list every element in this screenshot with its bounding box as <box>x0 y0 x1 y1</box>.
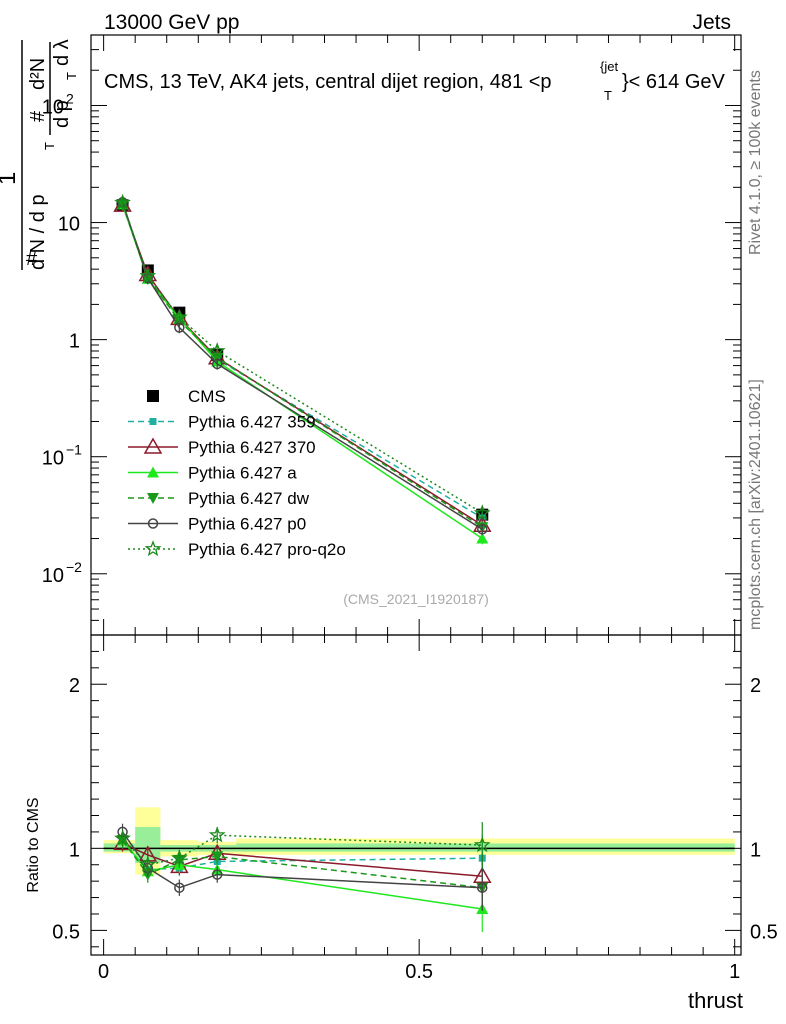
ratio-point-pq2o-3 <box>208 826 226 843</box>
header-right: Jets <box>692 11 731 34</box>
point-pq2o-0 <box>114 193 131 210</box>
point-pq2o-1 <box>139 267 157 284</box>
point-pq2o-2 <box>171 308 188 325</box>
legend-marker-p370 <box>143 437 163 454</box>
ylabel-dlambda: d λ <box>51 39 73 66</box>
title-sub: T <box>604 88 612 103</box>
point-pa-4 <box>476 532 489 544</box>
ratio-y-label-right-0: 0.5 <box>750 921 778 943</box>
legend-entry-pdw: Pythia 6.427 dw <box>128 489 310 508</box>
legend-label-pa: Pythia 6.427 a <box>188 464 297 483</box>
y-tick-label-0: 10 <box>42 565 64 587</box>
series-pp0 <box>117 196 488 536</box>
legend-marker-pdw <box>147 493 159 504</box>
series-line-pp0 <box>121 202 483 530</box>
legend: CMS Pythia 6.427 359 Pythia 6.427 370 Pythi… <box>128 387 346 559</box>
ratio-line-pdw <box>121 839 483 889</box>
y-tick-label-4: 10 <box>42 96 64 118</box>
ratio-point-pq2o-2 <box>170 849 188 866</box>
legend-marker-pa <box>147 466 159 478</box>
ratio-point-pp0-3 <box>211 869 223 880</box>
ratio-point-pq2o-1 <box>139 855 157 872</box>
ratio-y-label-left-2: 2 <box>69 675 80 697</box>
lower-axis-ticks: 0.5 0.5 1 1 2 2 0 0.5 1 <box>52 635 778 983</box>
lower-frame <box>90 634 742 956</box>
mcplots-label: mcplots.cern.ch [arXiv:2401.10621] <box>747 379 764 630</box>
ratio-y-label-right-1: 1 <box>750 839 761 861</box>
legend-entry-p359: Pythia 6.427 359 <box>128 413 316 432</box>
ratio-y-label-left-1: 1 <box>69 839 80 861</box>
series-p359 <box>119 198 486 524</box>
ratio-series-pq2o <box>114 822 491 873</box>
band-green-0 <box>103 843 136 852</box>
title-sup: {jet <box>600 59 618 74</box>
ratio-point-pq2o-0 <box>114 829 131 846</box>
series-p370 <box>113 195 492 532</box>
ratio-y-label-left-0: 0.5 <box>52 921 80 943</box>
y-tick-exp-0: −2 <box>66 559 82 575</box>
x-tick-label-1: 0.5 <box>405 961 433 983</box>
ratio-point-pq2o-4 <box>473 836 491 853</box>
series-line-pdw <box>121 203 483 528</box>
ylabel-one: 1 <box>0 172 21 185</box>
legend-label-p359: Pythia 6.427 359 <box>188 413 316 432</box>
legend-entry-p370: Pythia 6.427 370 <box>128 437 316 457</box>
y-tick-label-3: 10 <box>58 214 80 236</box>
y-tick-label-2: 1 <box>69 331 80 353</box>
upper-y-axis-title: # 1 d N / d p T # d²N d p T d λ <box>0 39 79 270</box>
legend-marker-pp0 <box>147 518 159 529</box>
legend-marker-p359 <box>149 418 157 425</box>
y-tick-label-1: 10 <box>42 448 64 470</box>
legend-marker-pq2o <box>144 540 162 557</box>
y-tick-exp-1: −1 <box>66 442 82 458</box>
plot-title: CMS, 13 TeV, AK4 jets, central dijet reg… <box>104 59 726 103</box>
x-axis-title: thrust <box>688 988 743 1013</box>
header-left: 13000 GeV pp <box>104 11 239 34</box>
legend-label-cms: CMS <box>188 387 226 406</box>
series-line-pq2o <box>121 202 483 514</box>
series-line-p359 <box>121 204 483 519</box>
title-end: }< 614 GeV <box>622 71 726 93</box>
ratio-point-pdw-3 <box>211 851 224 863</box>
legend-entry-pp0: Pythia 6.427 p0 <box>128 515 306 534</box>
legend-entry-pa: Pythia 6.427 a <box>128 464 297 483</box>
legend-label-p370: Pythia 6.427 370 <box>188 438 316 457</box>
point-pq2o-3 <box>208 342 226 359</box>
ylabel-den-left: d N / d p <box>27 194 49 270</box>
ylabel-hash-1: # <box>26 248 38 270</box>
legend-label-pq2o: Pythia 6.427 pro-q2o <box>188 540 346 559</box>
ylabel-num: d²N <box>27 58 49 90</box>
upper-series <box>113 193 492 545</box>
ratio-line-pq2o <box>122 834 483 866</box>
ylabel-den-right: d p <box>51 100 73 128</box>
ratio-point-pp0-2 <box>174 882 185 893</box>
series-pq2o <box>114 193 491 521</box>
legend-marker-cms <box>147 390 159 402</box>
rivet-label: Rivet 4.1.0, ≥ 100k events <box>747 70 764 255</box>
point-pq2o-4 <box>473 504 491 521</box>
ratio-point-pp0-4 <box>477 882 488 893</box>
y-tick-exp-4: 2 <box>66 90 74 106</box>
legend-label-pp0: Pythia 6.427 p0 <box>188 515 306 534</box>
point-pp0-4 <box>477 524 488 535</box>
ratio-y-label-right-2: 2 <box>750 675 761 697</box>
legend-entry-pq2o: Pythia 6.427 pro-q2o <box>128 540 346 559</box>
ratio-series <box>113 822 492 933</box>
x-tick-label-0: 0 <box>98 961 109 983</box>
ylabel-t-2: T <box>64 72 79 80</box>
legend-label-pdw: Pythia 6.427 dw <box>188 489 310 508</box>
legend-entry-cms: CMS <box>147 387 226 406</box>
title-main: CMS, 13 TeV, AK4 jets, central dijet reg… <box>104 71 552 93</box>
ylabel-t-1: T <box>42 142 57 150</box>
ratio-uncertainty-bands <box>103 807 735 875</box>
series-line-p370 <box>121 204 483 526</box>
x-tick-label-2: 1 <box>729 961 740 983</box>
series-pdw <box>116 198 489 534</box>
analysis-watermark: (CMS_2021_I1920187) <box>343 591 489 607</box>
point-pp0-3 <box>211 358 223 370</box>
ylabel-hash-2: # <box>27 110 49 122</box>
ratio-y-axis-title: Ratio to CMS <box>25 797 42 892</box>
